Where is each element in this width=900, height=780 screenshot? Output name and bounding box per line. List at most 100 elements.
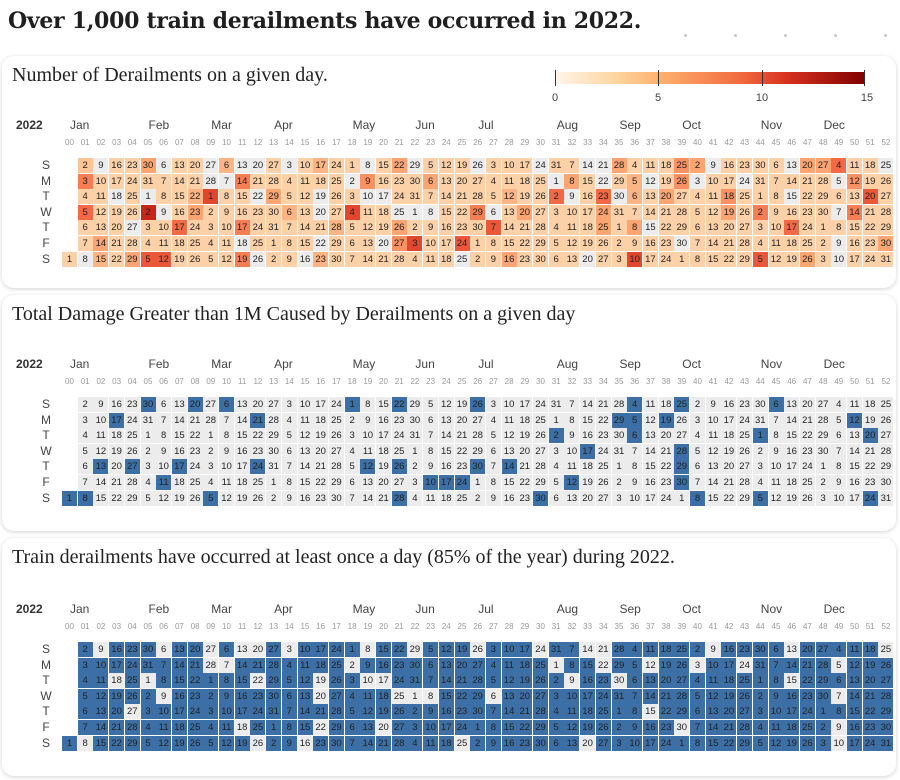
day-cell: 7 — [344, 490, 360, 506]
week-label: 37 — [645, 622, 655, 631]
day-cell: 24 — [124, 173, 140, 189]
day-cell: 14 — [784, 173, 800, 189]
day-cell: 31 — [878, 735, 894, 751]
day-cell: 26 — [674, 412, 690, 428]
day-cell: 5 — [344, 220, 360, 236]
day-cell: 6 — [344, 236, 360, 251]
day-cell: 9 — [281, 490, 297, 506]
day-cell: 8 — [423, 204, 439, 220]
day-cell: 1 — [407, 443, 423, 459]
day-cell: 5 — [752, 735, 768, 751]
day-cell: 18 — [376, 204, 391, 220]
day-cell: 5 — [203, 251, 219, 267]
day-cell: 7 — [485, 459, 501, 475]
month-label: Aug — [556, 602, 579, 616]
day-cell: 25 — [328, 412, 344, 428]
day-cell: 22 — [517, 720, 533, 735]
day-cell: 8 — [281, 720, 297, 735]
day-cell: 8 — [485, 720, 501, 735]
day-cell: 26 — [250, 251, 266, 267]
day-cell: 5 — [77, 688, 93, 704]
day-cell: 19 — [862, 657, 878, 673]
day-cell: 30 — [878, 475, 894, 490]
day-cell: 29 — [611, 173, 627, 189]
day-cell: 1 — [344, 158, 360, 173]
day-cell: 17 — [721, 412, 737, 428]
week-label: 09 — [206, 138, 216, 147]
day-cell: 17 — [580, 688, 596, 704]
day-cell: 6 — [423, 173, 439, 189]
week-label: 11 — [238, 622, 247, 631]
day-cell: 16 — [721, 642, 737, 657]
day-cell: 15 — [580, 657, 596, 673]
day-cell: 1 — [266, 236, 282, 251]
week-label: 12 — [253, 138, 263, 147]
day-cell: 27 — [533, 204, 548, 220]
day-cell: 4 — [203, 475, 219, 490]
week-label: 17 — [331, 377, 341, 386]
month-label: Oct — [682, 602, 701, 616]
day-cell: 3 — [203, 459, 219, 475]
week-label: 27 — [488, 138, 498, 147]
week-label: 50 — [850, 622, 859, 631]
day-cell: 12 — [564, 475, 580, 490]
day-cell: 18 — [862, 642, 878, 657]
day-cell: 3 — [140, 220, 156, 236]
day-cell: 21 — [376, 735, 391, 751]
day-cell: 27 — [737, 220, 753, 236]
month-label: Jan — [70, 602, 90, 616]
month-label: Sep — [619, 357, 641, 371]
month-label: Jun — [415, 602, 435, 616]
day-cell: 26 — [328, 189, 344, 205]
day-cell: 2 — [344, 657, 360, 673]
day-cell: 17 — [847, 735, 862, 751]
day-cell: 16 — [109, 397, 125, 412]
day-cell: 25 — [737, 189, 753, 205]
day-cell: 25 — [124, 189, 140, 205]
day-cell: 30 — [470, 220, 486, 236]
month-label: Dec — [823, 602, 845, 616]
day-cell: 20 — [799, 158, 815, 173]
day-cell: 19 — [784, 490, 800, 506]
day-cell: 9 — [93, 158, 109, 173]
day-cell: 24 — [533, 642, 548, 657]
day-cell: 12 — [564, 720, 580, 735]
day-cell: 9 — [423, 459, 439, 475]
day-cell: 22 — [250, 673, 266, 689]
day-cell: 25 — [250, 236, 266, 251]
day-cell: 6 — [627, 673, 643, 689]
day-cell: 10 — [501, 397, 517, 412]
day-cell: 31 — [611, 204, 627, 220]
day-cell: 15 — [297, 236, 313, 251]
week-label: 39 — [677, 138, 687, 147]
day-cell: 5 — [423, 397, 439, 412]
day-cell: 25 — [595, 704, 611, 720]
day-cell: 14 — [847, 688, 862, 704]
day-cell: 4 — [831, 397, 847, 412]
day-cell: 23 — [187, 204, 203, 220]
day-cell: 8 — [768, 428, 784, 444]
day-cell: 2 — [77, 397, 93, 412]
day-cell: 28 — [533, 220, 548, 236]
day-cell: 25 — [799, 475, 815, 490]
day-cell: 1 — [470, 236, 486, 251]
day-cell: 4 — [485, 412, 501, 428]
day-cell: 20 — [658, 428, 674, 444]
day-cell: 13 — [93, 220, 109, 236]
day-cell: 24 — [187, 704, 203, 720]
day-cell: 18 — [234, 720, 250, 735]
day-cell: 23 — [124, 642, 140, 657]
day-of-week-label: M — [41, 412, 51, 427]
day-cell: 20 — [658, 189, 674, 205]
day-cell: 20 — [313, 443, 329, 459]
day-cell: 30 — [470, 459, 486, 475]
week-label: 48 — [818, 138, 828, 147]
day-cell: 30 — [407, 173, 423, 189]
day-cell: 11 — [642, 397, 658, 412]
week-label: 23 — [426, 377, 436, 386]
day-cell: 9 — [360, 412, 376, 428]
week-label: 17 — [331, 138, 341, 147]
day-cell: 24 — [737, 173, 753, 189]
week-label: 15 — [300, 622, 310, 631]
day-cell: 22 — [721, 490, 737, 506]
